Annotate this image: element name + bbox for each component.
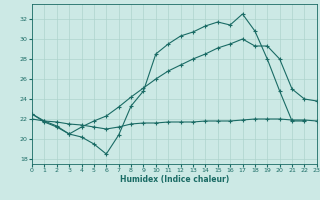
X-axis label: Humidex (Indice chaleur): Humidex (Indice chaleur): [120, 175, 229, 184]
